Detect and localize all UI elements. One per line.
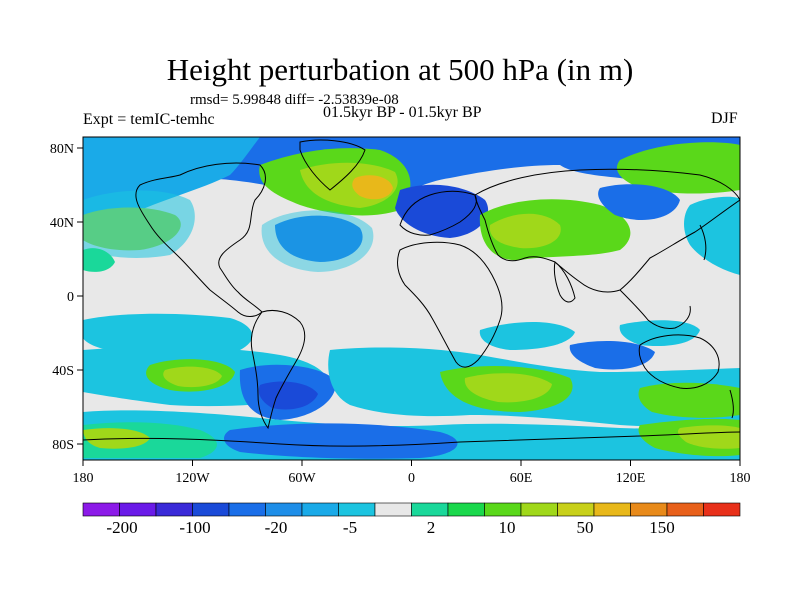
colorbar-swatch	[374, 502, 412, 517]
contour-blue-europe	[395, 184, 489, 238]
contour-fills	[83, 137, 740, 460]
colorbar-label: -200	[106, 518, 137, 537]
coast-south-america	[250, 309, 306, 430]
x-tick-label: 120W	[175, 471, 210, 486]
contour-green-east-asia	[616, 142, 740, 194]
colorbar-swatch	[447, 502, 485, 517]
coast-africa	[397, 241, 503, 368]
contour-blue-antarctic	[224, 423, 458, 459]
y-tick-label: 0	[67, 290, 74, 305]
coast-india	[553, 261, 576, 303]
coast-australia	[638, 334, 720, 389]
colorbar-swatch	[338, 502, 376, 517]
coast-greenland	[299, 139, 366, 191]
contour-yellow-antarctic-east	[678, 425, 740, 449]
coast-se-asia	[619, 289, 691, 329]
colorbar-label: -5	[343, 518, 357, 537]
contour-cyan-atlantic-ring	[261, 210, 374, 272]
contour-blue-atlantic	[275, 215, 363, 262]
x-tick-label: 60E	[510, 471, 533, 486]
colorbar-label: 2	[427, 518, 436, 537]
contour-cyan-s-pacific	[83, 313, 253, 353]
y-tick-labels: 80N 40N 0 40S 80S	[50, 142, 74, 453]
y-tick-label: 80N	[50, 142, 74, 157]
contour-yellow-s-pacific	[163, 366, 222, 388]
colorbar-swatch	[82, 502, 120, 517]
x-tick-label: 120E	[616, 471, 646, 486]
y-tick-label: 40N	[50, 216, 74, 231]
contour-blue-s-indian	[569, 340, 655, 370]
contour-cyan-indian	[619, 320, 700, 347]
experiment-label: Expt = temIC-temhc	[83, 111, 215, 128]
colorbar-swatch	[557, 502, 595, 517]
colorbar-swatch	[228, 502, 266, 517]
coast-asia	[474, 168, 740, 293]
coast-antarctica	[83, 431, 740, 447]
colorbar	[82, 502, 741, 517]
contour-yellow-asia	[489, 213, 561, 249]
map-title: Height perturbation at 500 hPa (in m)	[166, 52, 634, 87]
colorbar-swatch	[119, 502, 157, 517]
colorbar-swatch	[593, 502, 631, 517]
contour-yellow-s-indian	[464, 373, 552, 403]
x-tick-label: 180	[730, 471, 751, 486]
contour-lightblue-pacific	[83, 190, 195, 258]
colorbar-swatch	[630, 502, 668, 517]
contour-green-s-australia	[638, 382, 740, 418]
x-tick-label: 0	[408, 471, 415, 486]
colorbar-labels: -200 -100 -20 -5 2 10 50 150	[106, 518, 674, 537]
season-label: DJF	[711, 110, 738, 127]
coast-europe	[399, 190, 477, 236]
period-label: 01.5kyr BP - 01.5kyr BP	[323, 104, 482, 121]
coast-japan	[699, 224, 707, 261]
x-tick-label: 180	[73, 471, 94, 486]
colorbar-swatch	[192, 502, 230, 517]
colorbar-label: 10	[499, 518, 516, 537]
colorbar-label: -20	[265, 518, 288, 537]
colorbar-swatch	[666, 502, 704, 517]
colorbar-swatch	[301, 502, 339, 517]
colorbar-label: -100	[179, 518, 210, 537]
colorbar-swatch	[703, 502, 741, 517]
stats-label: rmsd= 5.99848 diff= -2.53839e-08	[190, 92, 399, 108]
colorbar-swatch	[411, 502, 449, 517]
contour-cyan-s-atlantic	[479, 321, 575, 350]
y-tick-label: 40S	[52, 364, 74, 379]
colorbar-swatch	[484, 502, 522, 517]
contour-orange-greenland	[352, 175, 393, 200]
contour-darkblue-s-atlantic	[258, 381, 318, 410]
coastlines	[83, 139, 740, 447]
contour-green-w-pacific	[83, 248, 115, 272]
contour-blue-pacific-east	[598, 184, 680, 220]
x-tick-label: 60W	[288, 471, 316, 486]
colorbar-swatch	[520, 502, 558, 517]
x-tick-labels: 180 120W 60W 0 60E 120E 180	[73, 471, 751, 486]
y-tick-label: 80S	[52, 438, 74, 453]
colorbar-swatch	[265, 502, 303, 517]
colorbar-label: 50	[577, 518, 594, 537]
contour-cyan-east-pacific	[684, 196, 740, 275]
colorbar-swatch	[155, 502, 193, 517]
coast-nz	[729, 389, 734, 419]
axis-ticks	[77, 147, 741, 466]
colorbar-label: 150	[649, 518, 675, 537]
